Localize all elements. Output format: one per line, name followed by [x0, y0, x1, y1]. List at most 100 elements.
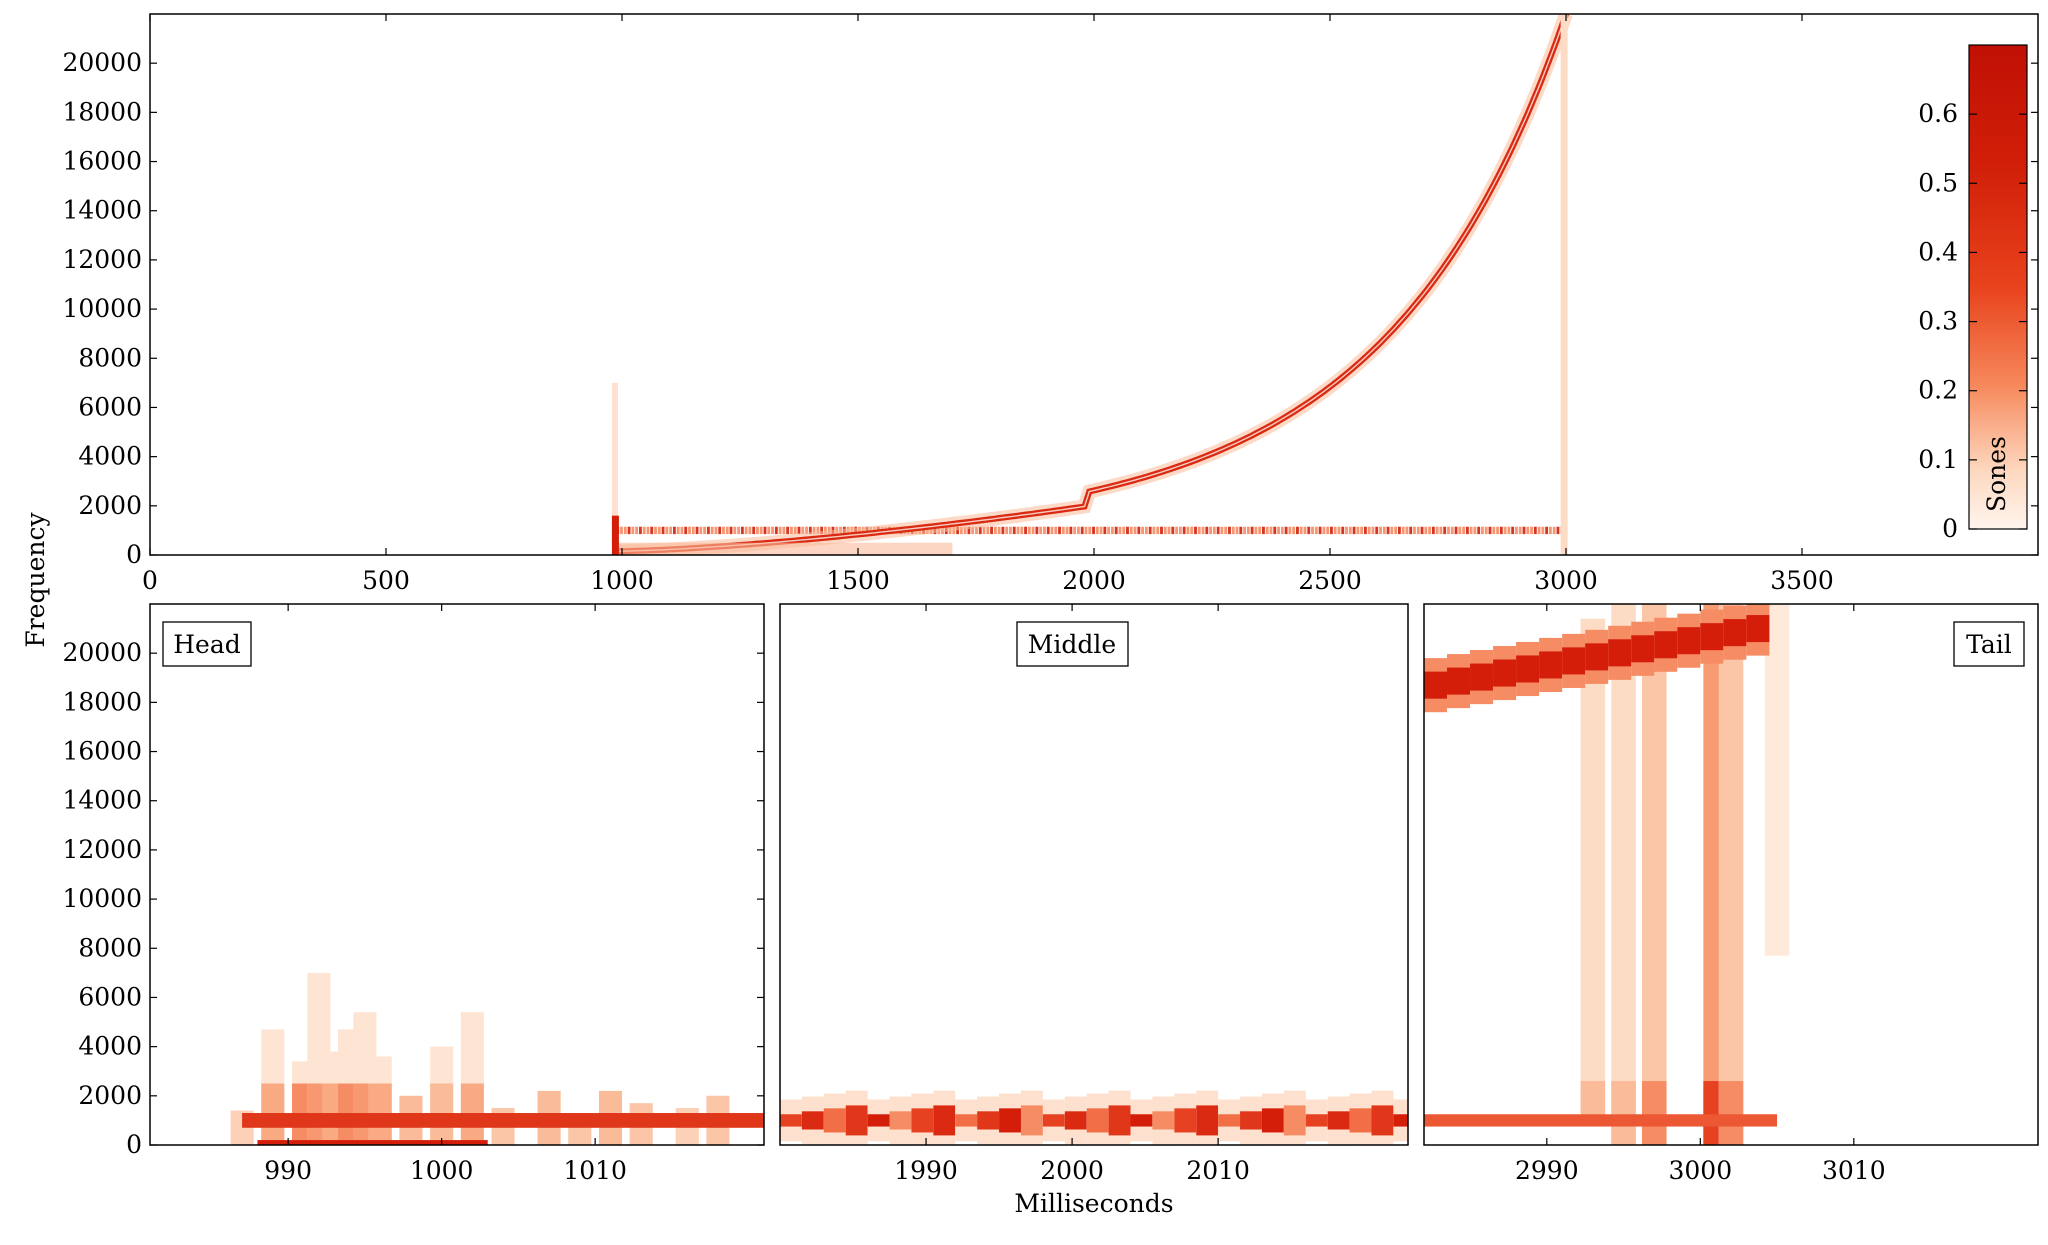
- tone-segment: [1371, 526, 1375, 535]
- tone-segment: [680, 526, 684, 535]
- tone-segment: [1050, 526, 1054, 535]
- tone-segment: [650, 526, 654, 535]
- tail-column: [1580, 618, 1606, 1121]
- tone-segment: [1405, 526, 1409, 535]
- tone-segment: [1518, 526, 1522, 535]
- tone-segment: [963, 526, 967, 535]
- tone-segment: [1129, 526, 1133, 535]
- tone-segment: [1001, 526, 1005, 535]
- tone-segment: [956, 526, 960, 535]
- tone-segment: [1239, 526, 1243, 535]
- tail-column: [1718, 604, 1744, 1145]
- head-label: Head: [173, 630, 241, 659]
- tone-segment: [1401, 526, 1405, 535]
- tone-segment: [1458, 526, 1462, 535]
- tone-segment: [1273, 526, 1277, 535]
- y-tick-label: 20000: [62, 638, 142, 667]
- tone-segment: [1262, 526, 1265, 535]
- tone-segment: [695, 526, 699, 535]
- y-tick-label: 0: [126, 1130, 142, 1159]
- tone-segment: [1077, 526, 1080, 535]
- tone-segment: [1545, 526, 1549, 535]
- tail-column: [1641, 604, 1667, 1145]
- tone-segment: [1084, 526, 1088, 535]
- tone-segment: [1428, 526, 1432, 535]
- tone-segment: [1413, 526, 1416, 535]
- colorbar: 0 0.1 0.2 0.3 0.4 0.5 0.6 Sones: [1918, 44, 2028, 543]
- tone-segment: [1009, 526, 1012, 535]
- x-tick-label: 2000: [1040, 1156, 1104, 1185]
- tone-segment: [1296, 526, 1299, 535]
- tone-segment: [1280, 526, 1284, 535]
- tone-segment: [1465, 526, 1469, 535]
- tone-segment: [990, 526, 993, 535]
- tone-segment: [1110, 526, 1114, 535]
- tone-segment: [1126, 526, 1129, 535]
- tone-segment: [1420, 526, 1424, 535]
- sweep-glow: [612, 14, 1573, 555]
- tone-segment: [993, 526, 997, 535]
- tone-segment: [688, 526, 691, 535]
- y-tick-label: 8000: [78, 933, 142, 962]
- tail-label: Tail: [1966, 630, 2012, 659]
- tone-segment: [1284, 526, 1288, 535]
- tone-segment: [1182, 526, 1186, 535]
- x-tick-label: 1990: [894, 1156, 958, 1185]
- tail-frame: [1423, 603, 2039, 1146]
- tone-segment: [1167, 526, 1171, 535]
- tail-tone: [1424, 1114, 1778, 1127]
- tone-segment: [1277, 526, 1280, 535]
- tone-segment: [982, 526, 986, 535]
- x-tick-label: 2990: [1515, 1156, 1579, 1185]
- tone-segment: [620, 526, 623, 535]
- overview-axes: 0 500 1000 1500 2000 2500 3000 3500 0 2000 4000 600…: [62, 14, 2038, 595]
- tone-segment: [1424, 526, 1428, 535]
- tail-sweep-segment: [1654, 631, 1678, 659]
- y-tick-label: 18000: [62, 97, 142, 126]
- tone-segment: [1152, 526, 1156, 535]
- head-panel: 990 1000 1010 0 2000 4000 6000 8000 10000 12000 14…: [62, 603, 765, 1185]
- tone-segment: [1061, 526, 1065, 535]
- tail-sweep-segment: [1585, 643, 1609, 671]
- tail-sweep-segment: [1539, 651, 1563, 679]
- tail-column-core: [1641, 1081, 1667, 1145]
- tone-segment: [740, 526, 744, 535]
- tone-segment: [1330, 526, 1333, 535]
- tail-heatmap: [1424, 604, 1790, 1145]
- overview-heatmap: [611, 14, 1573, 555]
- middle-tone-segment: [1042, 1114, 1065, 1127]
- middle-tone-segment: [1327, 1111, 1350, 1130]
- colorbar-tick-label: 0.6: [1918, 99, 1958, 128]
- tone-segment: [786, 526, 790, 535]
- tone-segment: [657, 526, 661, 535]
- middle-tone-segment: [1152, 1111, 1175, 1130]
- tone-segment: [1269, 526, 1273, 535]
- tone-segment: [733, 526, 737, 535]
- tone-segment: [1175, 526, 1179, 535]
- tail-sweep-segment: [1746, 615, 1770, 643]
- tone-segment: [1058, 526, 1061, 535]
- tone-segment: [665, 526, 669, 535]
- tone-segment: [824, 526, 827, 535]
- tone-segment: [691, 526, 695, 535]
- tone-segment: [1507, 526, 1511, 535]
- middle-tone-segment: [867, 1114, 890, 1127]
- middle-tone-segment: [1261, 1108, 1284, 1133]
- tone-segment: [748, 526, 752, 535]
- middle-tone-segment: [1283, 1105, 1306, 1136]
- middle-tone-segment: [1218, 1114, 1241, 1127]
- x-tick-label: 3010: [1822, 1156, 1886, 1185]
- tone-segment: [1326, 526, 1330, 535]
- tone-segment: [1031, 526, 1035, 535]
- tone-segment: [1209, 526, 1212, 535]
- tone-segment: [1556, 526, 1560, 535]
- tone-segment: [1092, 526, 1095, 535]
- tone-segment: [1431, 526, 1435, 535]
- y-tick-label: 8000: [78, 343, 142, 372]
- middle-tone-segment: [1130, 1114, 1153, 1127]
- tone-segment: [790, 526, 793, 535]
- tone-segment: [729, 526, 733, 535]
- y-tick-label: 4000: [78, 442, 142, 471]
- tone-segment: [714, 526, 718, 535]
- y-tick-label: 6000: [78, 982, 142, 1011]
